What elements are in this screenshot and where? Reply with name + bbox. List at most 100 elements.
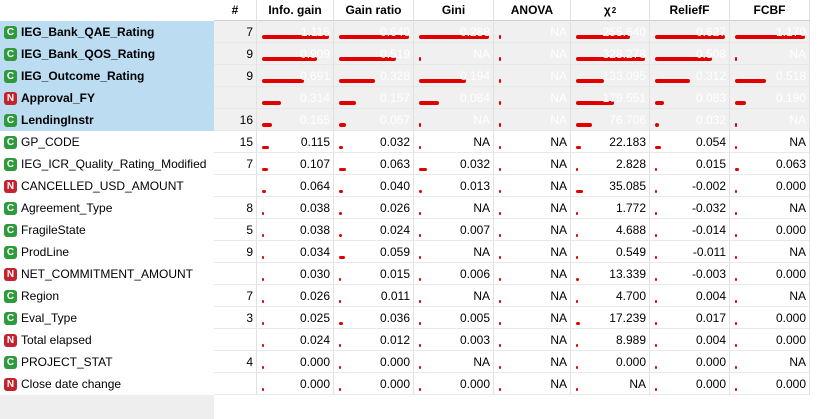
count-cell: 3 — [214, 307, 257, 329]
score-value: 0.040 — [379, 179, 410, 193]
column-header-6[interactable]: ReliefF — [650, 0, 730, 21]
score-value: 0.012 — [379, 333, 410, 347]
table-row[interactable]: 7 0.026 0.011 NA NA 4.700 0.004 NA — [214, 285, 823, 307]
column-header-3[interactable]: Gini — [414, 0, 494, 21]
attribute-row[interactable]: C IEG_Bank_QAE_Rating — [0, 21, 214, 43]
score-value: -0.032 — [691, 201, 726, 215]
score-cell: 0.000 — [334, 373, 414, 395]
score-cell: 0.083 — [650, 87, 730, 109]
table-row[interactable]: 0.024 0.012 0.003 NA 8.989 0.004 0.000 — [214, 329, 823, 351]
table-row[interactable]: 0.064 0.040 0.013 NA 35.085 -0.002 0.000 — [214, 175, 823, 197]
attribute-row[interactable]: C PROJECT_STAT — [0, 351, 214, 373]
table-row[interactable]: 7 1.115 0.640 0.288 NA 255.640 0.627 1.170 — [214, 21, 823, 43]
attribute-row[interactable]: C GP_CODE — [0, 131, 214, 153]
score-cell: 0.032 — [414, 153, 494, 175]
attribute-row[interactable]: C IEG_ICR_Quality_Rating_Modified — [0, 153, 214, 175]
column-header-4[interactable]: ANOVA — [494, 0, 571, 21]
table-row[interactable]: 9 0.909 0.519 NA NA 328.278 0.508 NA — [214, 43, 823, 65]
table-row[interactable]: 8 0.038 0.026 NA NA 1.772 -0.032 NA — [214, 197, 823, 219]
score-value: 0.024 — [299, 333, 330, 347]
categorical-icon: C — [4, 245, 17, 259]
attribute-row[interactable]: C LendingInstr — [0, 109, 214, 131]
score-value: NA — [550, 113, 567, 127]
attribute-row[interactable]: N Approval_FY — [0, 87, 214, 109]
score-cell: 0.025 — [257, 307, 334, 329]
table-row[interactable]: 7 0.107 0.063 0.032 NA 2.828 0.015 0.063 — [214, 153, 823, 175]
score-bar — [339, 344, 341, 347]
score-value: 0.107 — [299, 157, 330, 171]
score-bar — [419, 123, 421, 127]
score-cell: 328.278 — [571, 43, 650, 65]
table-row[interactable]: 0.030 0.015 0.006 NA 13.339 -0.003 0.000 — [214, 263, 823, 285]
score-bar — [262, 322, 264, 325]
count-cell: 9 — [214, 43, 257, 65]
score-value: NA — [789, 355, 806, 369]
score-bar — [339, 35, 409, 39]
score-value: 0.000 — [775, 333, 806, 347]
attribute-row[interactable]: N Close date change — [0, 373, 214, 395]
table-row[interactable]: 0.000 0.000 0.000 NA NA 0.000 0.000 — [214, 373, 823, 395]
score-value: 0.011 — [380, 289, 410, 303]
score-cell: NA — [494, 65, 571, 87]
score-value: 0.054 — [695, 135, 726, 149]
score-cell: 0.026 — [334, 197, 414, 219]
attribute-row[interactable]: C FragileState — [0, 219, 214, 241]
table-row[interactable]: 15 0.115 0.032 NA NA 22.183 0.054 NA — [214, 131, 823, 153]
score-value: NA — [550, 201, 567, 215]
score-cell: NA — [414, 241, 494, 263]
score-value: 0.518 — [775, 69, 806, 83]
table-row[interactable]: 9 0.034 0.059 NA NA 0.549 -0.011 NA — [214, 241, 823, 263]
score-cell: NA — [494, 153, 571, 175]
column-header-7[interactable]: FCBF — [730, 0, 810, 21]
score-value: 17.239 — [609, 311, 646, 325]
score-value: 13.339 — [609, 267, 646, 281]
attribute-row[interactable]: C ProdLine — [0, 241, 214, 263]
attribute-row[interactable]: N NET_COMMITMENT_AMOUNT — [0, 263, 214, 285]
score-value: 0.067 — [379, 113, 410, 127]
attribute-row[interactable]: N Total elapsed — [0, 329, 214, 351]
attribute-list-footer — [0, 395, 214, 419]
attribute-list[interactable]: C IEG_Bank_QAE_Rating C IEG_Bank_QOS_Rating… — [0, 0, 214, 419]
attribute-row[interactable]: C IEG_Bank_QOS_Rating — [0, 43, 214, 65]
score-bar — [576, 57, 645, 61]
column-header-2[interactable]: Gain ratio — [334, 0, 414, 21]
score-cell: NA — [730, 43, 810, 65]
attribute-name: Total elapsed — [21, 333, 92, 347]
attribute-row[interactable]: N CANCELLED_USD_AMOUNT — [0, 175, 214, 197]
score-cell: 0.640 — [334, 21, 414, 43]
column-header-label: FCBF — [753, 3, 786, 17]
table-row[interactable]: 3 0.025 0.036 0.005 NA 17.239 0.017 0.000 — [214, 307, 823, 329]
table-row[interactable]: 16 0.165 0.067 NA NA 76.706 0.032 NA — [214, 109, 823, 131]
table-row[interactable]: 9 0.691 0.328 0.194 NA 133.095 0.312 0.518 — [214, 65, 823, 87]
column-header-0[interactable]: # — [214, 0, 257, 21]
column-header-1[interactable]: Info. gain — [257, 0, 334, 21]
score-cell: NA — [730, 241, 810, 263]
score-value: 4.700 — [615, 289, 646, 303]
score-bar — [499, 234, 501, 237]
score-bar — [735, 101, 746, 105]
score-cell: NA — [494, 21, 571, 43]
score-bar — [339, 146, 343, 149]
score-bar — [499, 57, 501, 61]
table-row[interactable]: 5 0.038 0.024 0.007 NA 4.688 -0.014 0.000 — [214, 219, 823, 241]
score-bar — [499, 212, 501, 215]
attribute-row[interactable]: C IEG_Outcome_Rating — [0, 65, 214, 87]
attribute-row[interactable]: C Region — [0, 285, 214, 307]
score-cell: 35.085 — [571, 175, 650, 197]
score-value: 35.085 — [609, 179, 646, 193]
attribute-row[interactable]: C Agreement_Type — [0, 197, 214, 219]
score-bar — [655, 322, 657, 325]
score-bar — [339, 234, 342, 237]
table-row[interactable]: 4 0.000 0.000 NA NA 0.000 0.000 NA — [214, 351, 823, 373]
score-cell: -0.032 — [650, 197, 730, 219]
score-bar — [419, 234, 421, 237]
table-row[interactable]: 0.314 0.157 0.084 NA 179.551 0.083 0.190 — [214, 87, 823, 109]
score-cell: NA — [414, 43, 494, 65]
attribute-row[interactable]: C Eval_Type — [0, 307, 214, 329]
categorical-icon: C — [4, 311, 17, 325]
score-value: 255.640 — [602, 25, 646, 39]
score-value: 0.000 — [775, 223, 806, 237]
score-bar — [499, 344, 501, 347]
score-bar — [419, 344, 421, 347]
